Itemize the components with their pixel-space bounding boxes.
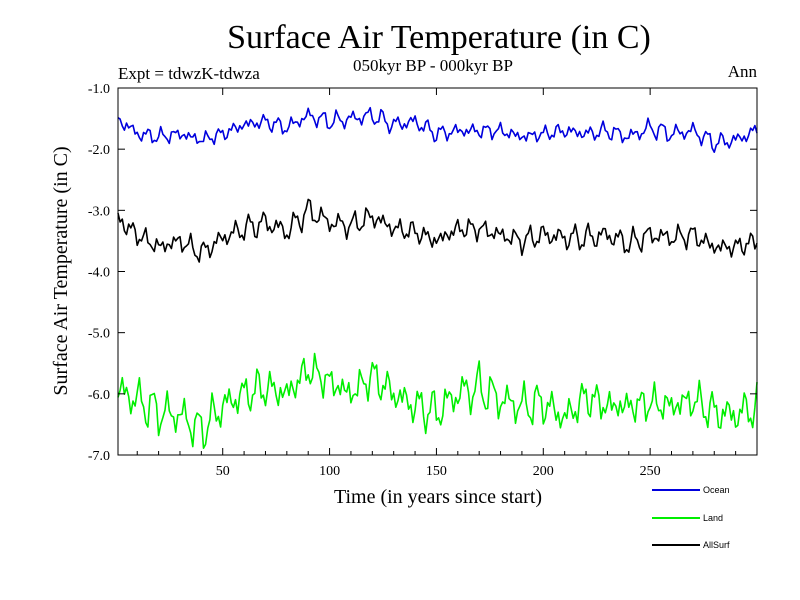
legend-label-land: Land (703, 513, 723, 523)
y-tick-label: -2.0 (88, 143, 110, 158)
y-tick-label: -7.0 (88, 449, 110, 464)
experiment-label: Expt = tdwzK-tdwza (118, 64, 260, 83)
plot-frame (117, 87, 758, 456)
legend-label-allsurf: AllSurf (703, 540, 730, 550)
x-axis-label: Time (in years since start) (334, 486, 542, 508)
x-tick-label: 100 (319, 464, 340, 479)
legend: Ocean Land AllSurf (652, 485, 730, 550)
x-tick-label: 250 (640, 464, 661, 479)
season-label: Ann (728, 62, 758, 81)
x-tick-label: 200 (533, 464, 554, 479)
y-tick-label: -3.0 (88, 204, 110, 219)
chart-title: Surface Air Temperature (in C) (227, 19, 651, 56)
y-tick-label: -5.0 (88, 327, 110, 342)
y-tick-label: -4.0 (88, 266, 110, 281)
series-line-land (117, 352, 758, 450)
x-tick-label: 50 (216, 464, 230, 479)
series-line-allsurf (117, 198, 758, 263)
legend-label-ocean: Ocean (703, 485, 730, 495)
y-tick-label: -1.0 (88, 82, 110, 97)
series-layer (117, 106, 758, 450)
y-tick-label: -6.0 (88, 388, 110, 403)
x-tick-label: 150 (426, 464, 447, 479)
series-line-ocean (117, 106, 758, 153)
ticks-layer: 50 100 150 200 250 -1.0 -2.0 -3.0 -4.0 -5.0 -6.0 -7… (88, 82, 757, 479)
y-axis-label: Surface Air Temperature (in C) (50, 146, 72, 395)
chart-subtitle: 050kyr BP - 000kyr BP (353, 56, 513, 75)
